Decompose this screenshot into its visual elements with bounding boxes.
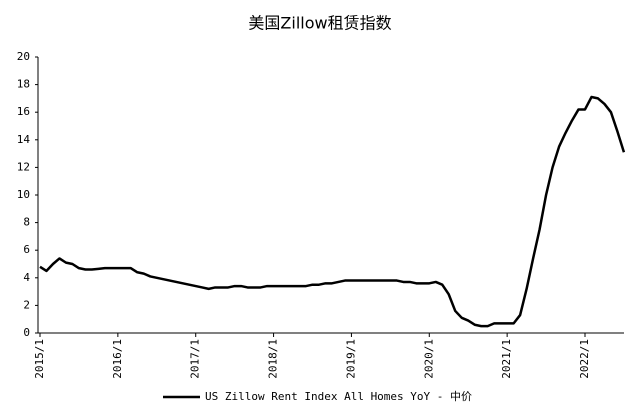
x-tick-label: 2019/1 bbox=[344, 339, 357, 379]
x-tick-label: 2022/1 bbox=[578, 339, 591, 379]
y-tick-label: 6 bbox=[23, 243, 30, 256]
y-tick-label: 12 bbox=[17, 160, 30, 173]
y-tick-label: 8 bbox=[23, 216, 30, 229]
y-tick-label: 4 bbox=[23, 271, 30, 284]
series-line bbox=[39, 95, 626, 328]
x-tick-label: 2018/1 bbox=[267, 339, 280, 379]
x-tick-label: 2015/1 bbox=[33, 339, 46, 379]
y-tick-label: 10 bbox=[17, 188, 30, 201]
legend-label: US Zillow Rent Index All Homes YoY - 中价 bbox=[205, 390, 472, 403]
y-tick-label: 0 bbox=[23, 326, 30, 339]
x-tick-label: 2017/1 bbox=[189, 339, 202, 379]
y-tick-label: 14 bbox=[17, 133, 31, 146]
x-tick-label: 2016/1 bbox=[111, 339, 124, 379]
x-tick-label: 2021/1 bbox=[500, 339, 513, 379]
x-tick-label: 2020/1 bbox=[422, 339, 435, 379]
chart-title: 美国Zillow租赁指数 bbox=[248, 14, 391, 33]
y-tick-label: 20 bbox=[17, 50, 30, 63]
y-tick-label: 2 bbox=[23, 298, 30, 311]
y-tick-label: 18 bbox=[17, 78, 30, 91]
y-tick-label: 16 bbox=[17, 105, 30, 118]
